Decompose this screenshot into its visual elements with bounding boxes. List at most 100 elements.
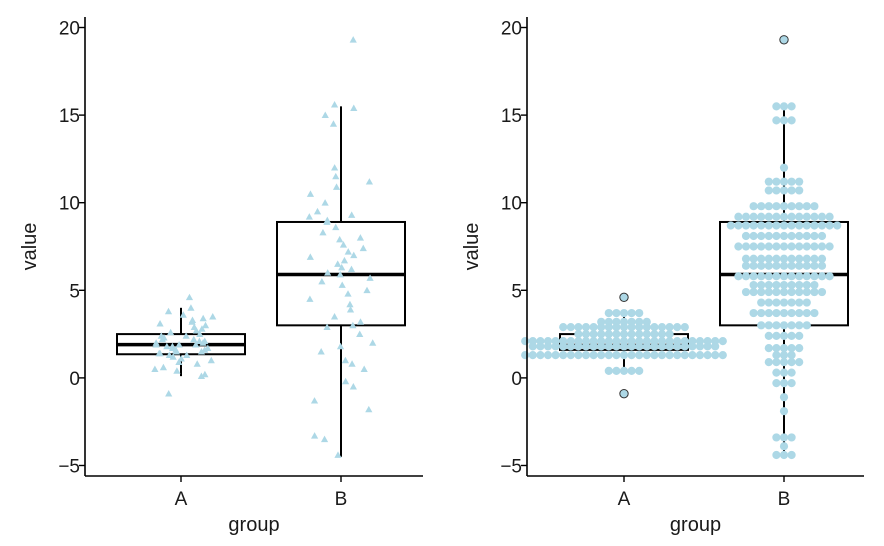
dot-point xyxy=(772,261,781,270)
dot-point xyxy=(757,280,766,290)
dot-point xyxy=(779,379,789,388)
dot-point xyxy=(810,242,819,251)
data-point xyxy=(330,312,339,320)
data-point xyxy=(339,241,348,248)
dot-point xyxy=(764,272,773,281)
dot-point xyxy=(779,231,789,241)
data-point xyxy=(369,339,377,346)
dot-point xyxy=(779,298,789,307)
data-point xyxy=(175,341,183,348)
dot-point xyxy=(612,329,621,339)
y-tick-label: 5 xyxy=(69,281,80,302)
dot-point xyxy=(787,261,796,270)
data-point xyxy=(348,360,356,367)
dot-point xyxy=(597,322,606,332)
dot-point xyxy=(802,272,811,281)
dot-point xyxy=(802,280,811,290)
dot-point xyxy=(711,351,720,360)
dot-point xyxy=(764,287,773,297)
dot-point xyxy=(810,308,819,318)
y-tick-label: 15 xyxy=(59,106,80,127)
dot-point xyxy=(757,231,766,241)
data-point xyxy=(346,300,354,308)
dot-point xyxy=(764,280,773,290)
dot-point xyxy=(825,272,834,281)
dot-point xyxy=(779,280,789,290)
dot-point xyxy=(772,368,781,377)
y-tick-label: 0 xyxy=(69,369,80,390)
dot-point xyxy=(787,358,796,367)
dot-point xyxy=(779,261,789,270)
dot-point xyxy=(757,298,766,307)
data-point xyxy=(169,353,177,360)
dot-point xyxy=(749,280,758,290)
dot-point xyxy=(566,322,575,332)
data-point xyxy=(164,307,173,315)
y-tick-label: −5 xyxy=(500,456,522,477)
dot-point xyxy=(764,298,773,307)
dot-point xyxy=(543,351,553,360)
dot-point xyxy=(680,342,689,351)
dot-point xyxy=(802,308,811,318)
dot-point xyxy=(787,321,796,330)
dot-point xyxy=(802,321,811,330)
dot-point xyxy=(817,261,827,270)
data-point xyxy=(155,349,163,357)
dot-point xyxy=(787,287,796,297)
dot-point xyxy=(795,231,804,241)
dot-point xyxy=(795,321,804,330)
dot-point xyxy=(817,272,827,281)
data-point xyxy=(336,235,344,243)
dot-point xyxy=(817,221,827,230)
dot-point xyxy=(764,202,773,211)
data-point xyxy=(207,356,215,364)
dot-point xyxy=(734,272,743,281)
dot-point xyxy=(779,221,789,230)
data-point xyxy=(196,330,204,337)
data-point xyxy=(320,435,329,443)
dot-point xyxy=(795,280,804,290)
dot-point xyxy=(764,177,773,186)
dot-point xyxy=(795,212,804,221)
data-point xyxy=(344,248,352,255)
dot-point xyxy=(779,272,789,281)
y-tick-label: 15 xyxy=(501,106,522,127)
dot-point xyxy=(764,231,773,241)
dot-point xyxy=(757,261,766,270)
dot-point xyxy=(627,351,636,360)
dot-point xyxy=(779,321,789,330)
dot-point xyxy=(612,308,621,318)
dot-point xyxy=(650,351,659,360)
data-point xyxy=(356,234,365,241)
dot-point xyxy=(779,242,789,251)
data-point xyxy=(185,293,194,301)
data-point xyxy=(313,207,322,215)
dot-point xyxy=(795,177,804,186)
dot-point xyxy=(749,202,758,211)
dot-point xyxy=(604,351,613,360)
dot-point xyxy=(680,322,689,332)
dot-point xyxy=(772,242,781,251)
data-point xyxy=(340,256,349,264)
dot-point xyxy=(779,331,789,340)
dot-point xyxy=(795,272,804,281)
dot-point xyxy=(772,351,781,360)
y-tick-label: 0 xyxy=(511,369,522,390)
dot-point xyxy=(749,261,758,270)
dot-point xyxy=(688,342,697,351)
y-tick-label: 10 xyxy=(501,194,522,215)
data-point xyxy=(317,348,325,355)
dot-point xyxy=(772,433,781,442)
data-point xyxy=(198,325,206,332)
dot-point xyxy=(787,368,796,377)
dot-point xyxy=(589,322,598,332)
dot-point xyxy=(551,342,560,351)
data-point xyxy=(359,244,367,252)
data-point xyxy=(321,111,329,118)
dot-point xyxy=(787,351,796,360)
dot-point xyxy=(772,116,781,125)
dot-point xyxy=(657,342,667,351)
data-point xyxy=(306,253,314,260)
dot-point xyxy=(825,212,834,221)
